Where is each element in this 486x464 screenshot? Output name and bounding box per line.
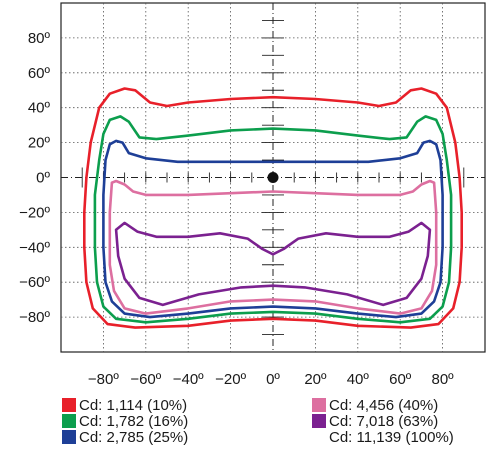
legend-swatch [312,414,326,428]
series-line-5 [114,221,432,307]
y-tick-label: −40º [19,239,50,256]
legend: Cd: 1,114 (10%)Cd: 1,782 (16%)Cd: 2,785 … [62,397,454,446]
series-line-1 [83,87,464,329]
x-axis-tick-labels: −80º −60º −40º −20º 0º 20º 40º 60º 80º [88,371,454,388]
x-tick-label: −60º [130,371,161,388]
y-tick-label: 20º [28,135,51,152]
y-tick-label: 40º [28,100,51,117]
legend-label: Cd: 2,785 (25%) [79,429,188,446]
center-point [267,172,279,183]
legend-label: Cd: 11,139 (100%) [329,429,454,446]
y-tick-label: −20º [19,204,50,221]
legend-swatch [62,414,76,428]
x-tick-label: −40º [173,371,204,388]
center-marker [267,172,279,183]
x-tick-label: −20º [215,371,246,388]
x-tick-label: 60º [389,371,412,388]
legend-swatch [312,398,326,412]
x-tick-label: 40º [347,371,370,388]
y-tick-label: 0º [36,170,50,187]
legend-swatch [62,430,76,444]
y-tick-label: 80º [28,30,51,47]
y-tick-label: 60º [28,65,51,82]
y-tick-label: −80º [19,309,50,326]
series-line-4 [108,179,438,315]
series-line-3 [102,139,444,319]
x-tick-label: 20º [304,371,327,388]
x-tick-label: 80º [432,371,455,388]
series-lines [83,87,464,329]
x-tick-label: 0º [266,371,280,388]
legend-label: Cd: 7,018 (63%) [329,413,438,430]
y-axis-tick-labels: 80º 60º 40º 20º 0º −20º −40º −60º −80º [19,30,50,326]
legend-label: Cd: 4,456 (40%) [329,397,438,414]
legend-label: Cd: 1,782 (16%) [79,413,188,430]
legend-label: Cd: 1,114 (10%) [79,397,187,414]
legend-swatch [62,398,76,412]
y-tick-label: −60º [19,274,50,291]
series-line-2 [93,115,453,324]
x-tick-label: −80º [88,371,119,388]
